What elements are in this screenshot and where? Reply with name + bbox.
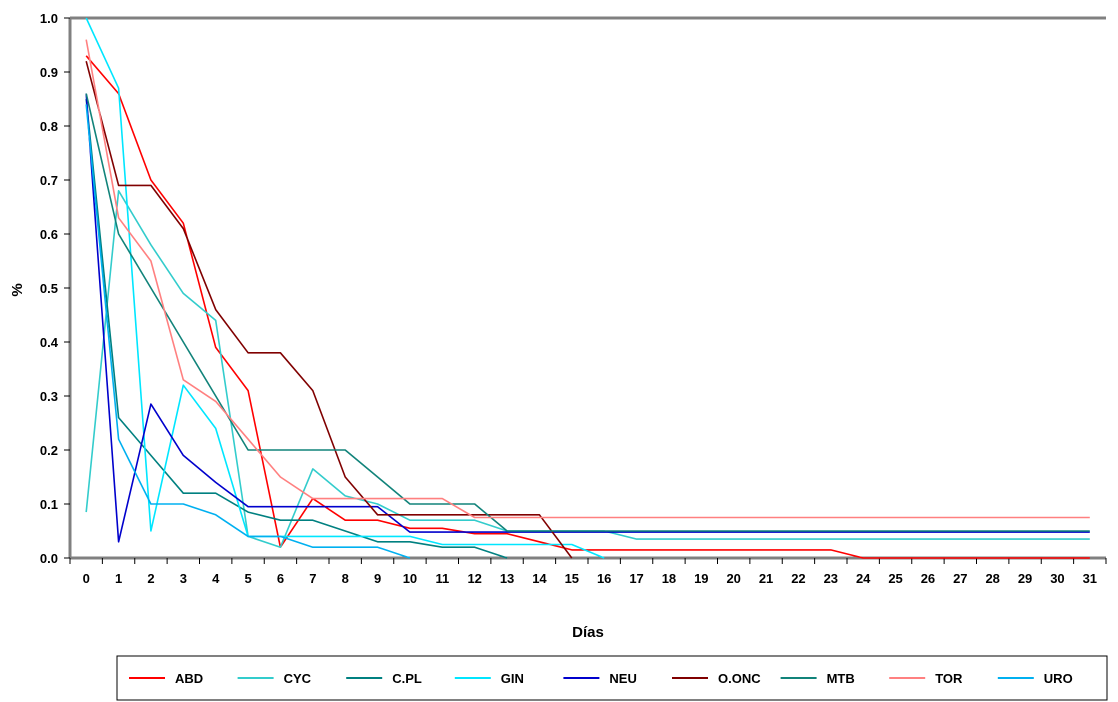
x-tick-label: 26 <box>921 571 935 586</box>
x-tick-label: 5 <box>244 571 251 586</box>
series-line-neu <box>85 93 1090 543</box>
y-tick-label: 0.6 <box>40 227 58 242</box>
x-tick-label: 3 <box>180 571 187 586</box>
x-tick-label: 12 <box>467 571 481 586</box>
legend-label: URO <box>1044 671 1073 686</box>
legend-item: TOR <box>889 671 963 686</box>
x-tick-label: 14 <box>532 571 547 586</box>
x-tick-label: 31 <box>1083 571 1097 586</box>
plot-area <box>68 16 1106 560</box>
legend-item: MTB <box>780 671 855 686</box>
legend-item: URO <box>997 671 1073 686</box>
series-line-tor <box>85 39 1090 519</box>
x-axis-title: Días <box>572 624 604 641</box>
series-lines <box>85 17 1090 559</box>
y-tick-label: 0.8 <box>40 119 58 134</box>
x-tick-label: 4 <box>212 571 220 586</box>
x-tick-label: 13 <box>500 571 514 586</box>
legend-label: C.PL <box>392 671 422 686</box>
x-tick-label: 0 <box>83 571 90 586</box>
y-tick-label: 0.7 <box>40 173 58 188</box>
x-tick-label: 8 <box>342 571 349 586</box>
x-tick-label: 27 <box>953 571 967 586</box>
legend-label: TOR <box>935 671 963 686</box>
x-tick-label: 25 <box>888 571 902 586</box>
y-tick-label: 0.4 <box>40 335 59 350</box>
x-tick-label: 29 <box>1018 571 1032 586</box>
x-tick-label: 10 <box>403 571 417 586</box>
y-axis-ticks: 0.0 0.1 0.2 0.3 0.4 0.5 0.6 0.7 0.8 0.9 1.0 <box>40 11 70 566</box>
y-axis-title: % <box>9 283 26 296</box>
x-axis-ticks: 0 1 2 3 4 5 6 7 8 9 10 11 12 13 14 15 16 17 18 19 20 21 22 23 24… <box>69 558 1107 586</box>
y-tick-label: 0.5 <box>40 281 58 296</box>
x-tick-label: 11 <box>435 571 449 586</box>
x-tick-label: 21 <box>759 571 773 586</box>
x-tick-label: 22 <box>791 571 805 586</box>
series-line-gin <box>85 17 605 559</box>
y-tick-label: 1.0 <box>40 11 58 26</box>
legend-label: GIN <box>501 671 524 686</box>
x-tick-label: 6 <box>277 571 284 586</box>
series-line-mtb <box>85 93 1090 532</box>
legend-item: ABD <box>129 671 203 686</box>
legend: ABD CYC C.PL GIN NEU O.ONC MTB TOR URO <box>116 655 1108 701</box>
y-tick-label: 0.1 <box>40 497 58 512</box>
legend-label: ABD <box>175 671 203 686</box>
legend-label: O.ONC <box>718 671 761 686</box>
series-line-uro <box>85 104 411 559</box>
series-line-o-onc <box>85 60 573 559</box>
x-tick-label: 18 <box>662 571 676 586</box>
legend-item: GIN <box>454 671 524 686</box>
x-tick-label: 9 <box>374 571 381 586</box>
x-tick-label: 17 <box>629 571 643 586</box>
x-tick-label: 28 <box>985 571 999 586</box>
y-tick-label: 0.0 <box>40 551 58 566</box>
x-tick-label: 15 <box>565 571 579 586</box>
plot-frame <box>70 18 1106 558</box>
y-tick-label: 0.9 <box>40 65 58 80</box>
x-tick-label: 30 <box>1050 571 1064 586</box>
x-tick-label: 16 <box>597 571 611 586</box>
legend-box <box>116 655 1108 701</box>
legend-items: ABD CYC C.PL GIN NEU O.ONC MTB TOR URO <box>129 671 1073 686</box>
x-tick-label: 23 <box>824 571 838 586</box>
x-tick-label: 20 <box>726 571 740 586</box>
legend-label: MTB <box>827 671 855 686</box>
legend-label: CYC <box>284 671 312 686</box>
legend-label: NEU <box>609 671 636 686</box>
x-tick-label: 7 <box>309 571 316 586</box>
series-line-abd <box>85 55 1090 559</box>
y-tick-label: 0.3 <box>40 389 58 404</box>
series-line-c-pl <box>85 98 508 559</box>
legend-item: O.ONC <box>672 671 761 686</box>
x-tick-label: 19 <box>694 571 708 586</box>
x-tick-label: 1 <box>115 571 122 586</box>
x-tick-label: 24 <box>856 571 871 586</box>
legend-item: C.PL <box>346 671 422 686</box>
legend-item: NEU <box>563 671 637 686</box>
x-tick-label: 2 <box>147 571 154 586</box>
y-tick-label: 0.2 <box>40 443 58 458</box>
legend-item: CYC <box>237 671 312 686</box>
